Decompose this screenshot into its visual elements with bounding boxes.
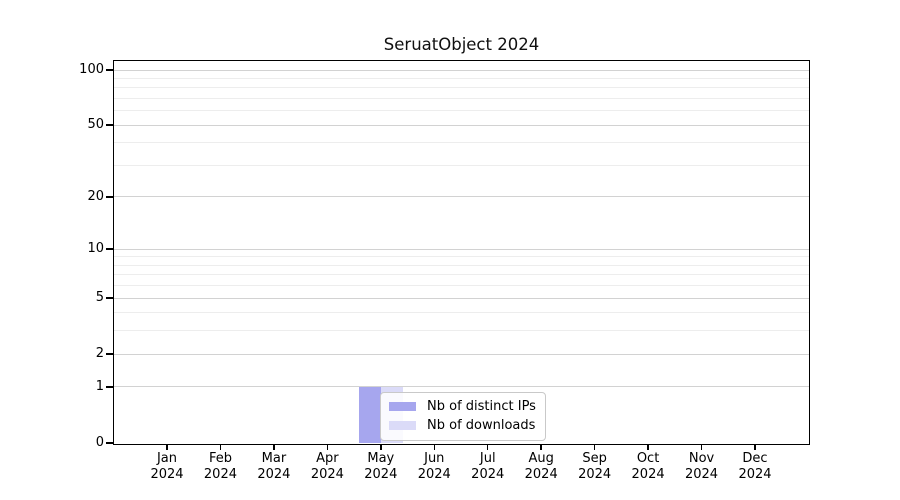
x-tick-label: Jul 2024 (460, 451, 516, 482)
x-axis-tick (593, 444, 596, 450)
minor-gridline (114, 285, 809, 287)
minor-gridline (114, 87, 809, 89)
y-axis-tick (106, 124, 113, 127)
x-tick-month: Jan (156, 451, 178, 466)
minor-gridline (114, 77, 809, 79)
x-axis-tick (326, 444, 329, 450)
x-axis-tick (380, 444, 382, 450)
x-tick-year: 2024 (524, 466, 558, 482)
x-tick-label: May 2024 (353, 451, 409, 482)
x-tick-month: Nov (688, 451, 715, 466)
y-axis-tick (106, 297, 113, 299)
x-tick-label: Jun 2024 (406, 451, 462, 482)
y-axis-tick (106, 442, 113, 444)
x-tick-month: Dec (742, 451, 768, 466)
y-axis-tick (106, 386, 113, 388)
x-tick-year: 2024 (471, 466, 505, 482)
minor-gridline (114, 330, 809, 332)
y-tick-label: 50 (87, 117, 104, 133)
x-axis-tick (433, 444, 436, 450)
x-tick-year: 2024 (738, 466, 772, 482)
x-tick-year: 2024 (631, 466, 665, 482)
plot-area: 0 1 2 5 10 20 50 100 Jan 2024 Feb 2024 Mar 2024 Apr 202… (79, 60, 810, 482)
x-tick-label: Feb 2024 (192, 451, 248, 482)
x-tick-month: Mar (261, 451, 287, 466)
legend-item: Nb of downloads (389, 416, 536, 435)
x-axis-tick (486, 444, 489, 450)
legend: Nb of distinct IPs Nb of downloads (380, 392, 546, 441)
x-tick-label: Mar 2024 (246, 451, 302, 482)
legend-item: Nb of distinct IPs (389, 397, 536, 416)
x-axis-tick (219, 444, 222, 450)
y-axis-tick (106, 248, 113, 251)
minor-gridline (114, 165, 809, 166)
major-gridline (114, 124, 809, 126)
minor-gridline (114, 98, 809, 100)
minor-gridline (114, 256, 809, 258)
x-tick-month: Sep (582, 451, 607, 466)
x-tick-year: 2024 (310, 466, 344, 482)
legend-label: Nb of downloads (427, 418, 536, 433)
major-gridline (114, 248, 809, 250)
x-tick-month: Feb (208, 451, 232, 466)
x-tick-label: Dec 2024 (727, 451, 783, 482)
x-tick-month: Oct (636, 451, 660, 466)
x-tick-month: Jul (479, 451, 496, 466)
minor-gridline (114, 274, 809, 276)
major-gridline (114, 386, 809, 388)
x-axis-tick (166, 444, 168, 450)
minor-gridline (114, 142, 809, 144)
y-tick-label: 100 (79, 62, 104, 78)
legend-swatch-distinct-ips (389, 402, 416, 411)
major-gridline (114, 196, 809, 198)
y-tick-label: 2 (95, 346, 104, 362)
x-tick-label: Nov 2024 (674, 451, 730, 482)
y-tick-label: 20 (87, 188, 104, 204)
major-gridline (114, 69, 809, 71)
x-axis-tick (700, 444, 703, 450)
x-axis-tick (273, 444, 275, 450)
y-axis-tick (106, 353, 113, 356)
x-tick-label: Sep 2024 (567, 451, 623, 482)
x-tick-year: 2024 (203, 466, 237, 482)
bar-nb-of-distinct-ips (358, 386, 381, 443)
x-tick-year: 2024 (364, 466, 398, 482)
y-tick-label: 5 (95, 290, 104, 306)
chart-title: SeruatObject 2024 (383, 35, 540, 54)
y-axis-tick (106, 69, 113, 71)
x-tick-label: Jan 2024 (139, 451, 195, 482)
x-tick-year: 2024 (417, 466, 451, 482)
x-tick-month: Apr (316, 451, 339, 466)
x-tick-month: Jun (424, 451, 445, 466)
y-tick-label: 10 (87, 241, 104, 257)
x-tick-year: 2024 (684, 466, 719, 482)
legend-label: Nb of distinct IPs (427, 399, 536, 414)
major-gridline (114, 353, 809, 355)
x-axis-tick (754, 444, 756, 450)
x-tick-year: 2024 (578, 466, 612, 482)
x-axis-tick (647, 444, 649, 450)
x-tick-label: Apr 2024 (299, 451, 355, 482)
minor-gridline (114, 110, 809, 112)
x-tick-month: May (367, 451, 395, 466)
minor-gridline (114, 312, 809, 314)
x-axis-tick (540, 444, 542, 450)
major-gridline (114, 297, 809, 299)
x-tick-year: 2024 (257, 466, 291, 482)
y-tick-label: 1 (95, 378, 104, 394)
y-tick-label: 0 (95, 435, 104, 450)
y-axis-tick (106, 196, 113, 198)
x-tick-label: Aug 2024 (513, 451, 569, 482)
minor-gridline (114, 264, 809, 266)
x-tick-label: Oct 2024 (620, 451, 676, 482)
x-tick-year: 2024 (150, 466, 184, 482)
x-tick-month: Aug (528, 451, 554, 466)
legend-swatch-downloads (389, 421, 416, 430)
